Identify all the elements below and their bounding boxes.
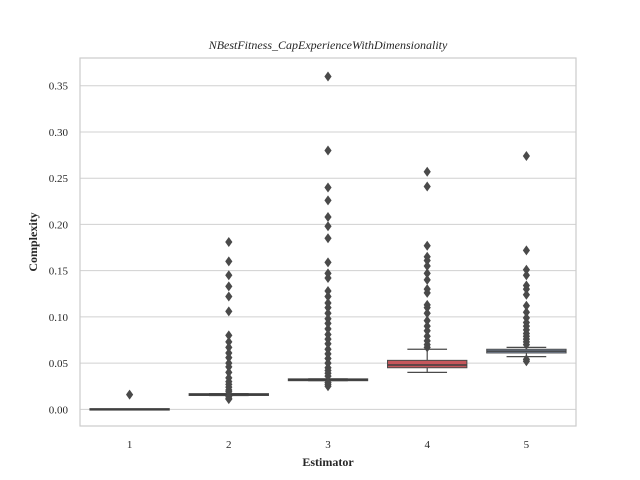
x-tick-label: 4 (424, 439, 430, 451)
outlier-point (324, 323, 332, 334)
y-tick-label: 0.10 (49, 312, 69, 324)
outlier-point (225, 330, 233, 341)
outlier-point (423, 166, 431, 177)
outlier-point (324, 182, 332, 193)
outlier-point (423, 315, 431, 326)
box-group-1 (89, 389, 170, 411)
outlier-point (324, 195, 332, 206)
outlier-point (423, 331, 431, 342)
outlier-point (324, 71, 332, 82)
outlier-point (324, 377, 332, 388)
outlier-point (423, 240, 431, 251)
outlier-point (423, 251, 431, 262)
box-group-3 (287, 71, 369, 392)
outlier-point (324, 212, 332, 223)
outlier-point (324, 344, 332, 355)
outlier-point (324, 329, 332, 340)
outlier-point (522, 307, 530, 318)
outlier-point (324, 268, 332, 279)
x-tick-label: 2 (226, 439, 232, 451)
outlier-point (423, 181, 431, 192)
outlier-point (225, 342, 233, 353)
outlier-point (324, 313, 332, 324)
outlier-point (423, 321, 431, 332)
x-tick-label: 1 (127, 439, 133, 451)
chart-title: NBestFitness_CapExperienceWithDimensiona… (208, 38, 448, 52)
outlier-point (522, 354, 530, 365)
outlier-point (126, 389, 134, 400)
outlier-point (225, 306, 233, 317)
outlier-point (423, 308, 431, 319)
box-layer (89, 71, 567, 411)
outlier-point (324, 233, 332, 244)
iqr-box (387, 359, 468, 369)
outlier-point (423, 268, 431, 279)
outlier-point (324, 291, 332, 302)
outlier-point (522, 300, 530, 311)
outlier-point (324, 286, 332, 297)
outlier-point (324, 298, 332, 309)
x-axis-label: Estimator (302, 455, 354, 469)
outlier-point (522, 289, 530, 300)
outlier-point (522, 264, 530, 275)
box-group-5 (486, 151, 567, 367)
outlier-point (225, 372, 233, 383)
outlier-point (522, 270, 530, 281)
y-tick-label: 0.00 (49, 404, 69, 416)
y-axis-ticks: 0.00 0.05 0.10 0.15 0.20 0.25 0.30 0.35 (49, 81, 69, 417)
outlier-point (522, 312, 530, 323)
x-axis-ticks: 1 2 3 4 5 (127, 439, 530, 451)
outlier-point (522, 151, 530, 162)
y-tick-label: 0.05 (49, 358, 69, 370)
outlier-point (423, 299, 431, 310)
outlier-point (423, 274, 431, 285)
outlier-point (225, 237, 233, 247)
y-tick-label: 0.35 (49, 81, 69, 93)
outlier-point (225, 270, 233, 281)
plot-frame (79, 57, 577, 427)
outlier-point (324, 145, 332, 156)
y-tick-label: 0.25 (49, 173, 69, 185)
outlier-point (225, 291, 233, 302)
outlier-point (324, 257, 332, 268)
outlier-point (225, 358, 233, 369)
outlier-point (423, 284, 431, 295)
box-group-2 (188, 237, 269, 405)
y-tick-label: 0.30 (49, 127, 69, 139)
x-tick-label: 5 (524, 439, 530, 451)
outlier-point (324, 221, 332, 232)
outlier-point (522, 280, 530, 291)
y-tick-label: 0.15 (49, 266, 69, 278)
y-axis-label: Complexity (26, 212, 40, 271)
box-group-4 (387, 166, 468, 373)
outlier-point (225, 347, 233, 358)
outlier-point (522, 245, 530, 256)
outlier-point (423, 261, 431, 272)
y-tick-label: 0.20 (49, 219, 69, 231)
outlier-point (225, 336, 233, 347)
outlier-point (225, 367, 233, 378)
outlier-point (225, 256, 233, 267)
outlier-point (225, 281, 233, 292)
outlier-point (324, 308, 332, 319)
x-tick-label: 3 (325, 439, 331, 451)
